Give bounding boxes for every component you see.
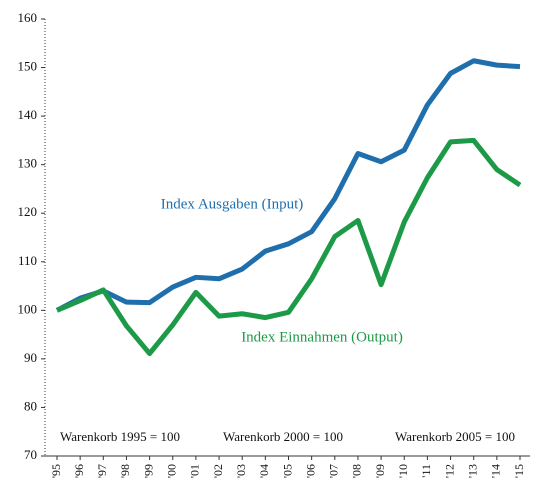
x-tick-label: '12 bbox=[442, 464, 456, 478]
x-tick-label: '15 bbox=[512, 464, 526, 478]
x-tick-label: '95 bbox=[49, 464, 63, 478]
x-tick-label: '07 bbox=[327, 464, 341, 478]
x-tick-label: '10 bbox=[396, 464, 410, 478]
series-label: Index Ausgaben (Input) bbox=[161, 196, 303, 212]
y-tick-label: 120 bbox=[18, 204, 38, 219]
x-tick-label: '98 bbox=[118, 464, 132, 478]
y-tick-label: 150 bbox=[18, 59, 38, 74]
series-line bbox=[56, 137, 522, 357]
y-tick-label: 70 bbox=[24, 447, 37, 462]
x-tick-label: '96 bbox=[72, 464, 86, 478]
note: Warenkorb 2005 = 100 bbox=[395, 429, 515, 444]
x-tick-label: '13 bbox=[465, 464, 479, 478]
y-tick-label: 110 bbox=[18, 253, 37, 268]
x-tick-label: '14 bbox=[489, 464, 503, 478]
y-tick-label: 90 bbox=[24, 350, 37, 365]
x-tick-label: '05 bbox=[280, 464, 294, 478]
y-tick-label: 160 bbox=[18, 10, 38, 25]
note: Warenkorb 2000 = 100 bbox=[223, 429, 343, 444]
y-tick-label: 140 bbox=[18, 107, 38, 122]
y-tick-label: 80 bbox=[24, 398, 37, 413]
x-tick-label: '11 bbox=[419, 464, 433, 478]
series-label: Index Einnahmen (Output) bbox=[241, 329, 403, 345]
x-tick-label: '09 bbox=[373, 464, 387, 478]
series-line bbox=[55, 58, 521, 313]
x-tick-label: '00 bbox=[165, 464, 179, 478]
x-tick-label: '99 bbox=[141, 464, 155, 478]
y-tick-label: 100 bbox=[18, 301, 38, 316]
x-tick-label: '04 bbox=[257, 464, 271, 478]
x-tick-label: '08 bbox=[350, 464, 364, 478]
x-tick-label: '03 bbox=[234, 464, 248, 478]
x-tick-label: '01 bbox=[188, 464, 202, 478]
note: Warenkorb 1995 = 100 bbox=[60, 429, 180, 444]
x-tick-label: '02 bbox=[211, 464, 225, 478]
y-tick-label: 130 bbox=[18, 156, 38, 171]
x-tick-label: '06 bbox=[303, 464, 317, 478]
x-tick-label: '97 bbox=[95, 464, 109, 478]
